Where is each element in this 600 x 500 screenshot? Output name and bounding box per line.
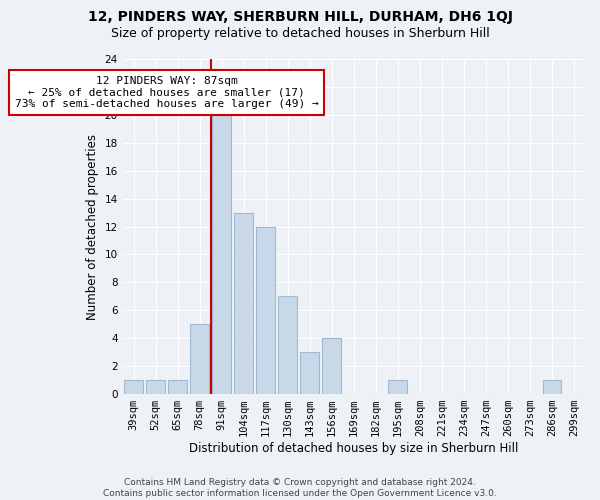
- Bar: [301, 352, 319, 394]
- Y-axis label: Number of detached properties: Number of detached properties: [86, 134, 99, 320]
- Text: Size of property relative to detached houses in Sherburn Hill: Size of property relative to detached ho…: [110, 28, 490, 40]
- Bar: [278, 296, 297, 394]
- Bar: [146, 380, 165, 394]
- Bar: [212, 115, 231, 394]
- Bar: [168, 380, 187, 394]
- Bar: [256, 226, 275, 394]
- Bar: [542, 380, 562, 394]
- Bar: [388, 380, 407, 394]
- Text: Contains HM Land Registry data © Crown copyright and database right 2024.
Contai: Contains HM Land Registry data © Crown c…: [103, 478, 497, 498]
- Bar: [190, 324, 209, 394]
- Bar: [235, 212, 253, 394]
- Text: 12, PINDERS WAY, SHERBURN HILL, DURHAM, DH6 1QJ: 12, PINDERS WAY, SHERBURN HILL, DURHAM, …: [88, 10, 512, 24]
- X-axis label: Distribution of detached houses by size in Sherburn Hill: Distribution of detached houses by size …: [189, 442, 518, 455]
- Text: 12 PINDERS WAY: 87sqm
← 25% of detached houses are smaller (17)
73% of semi-deta: 12 PINDERS WAY: 87sqm ← 25% of detached …: [15, 76, 319, 109]
- Bar: [124, 380, 143, 394]
- Bar: [322, 338, 341, 394]
